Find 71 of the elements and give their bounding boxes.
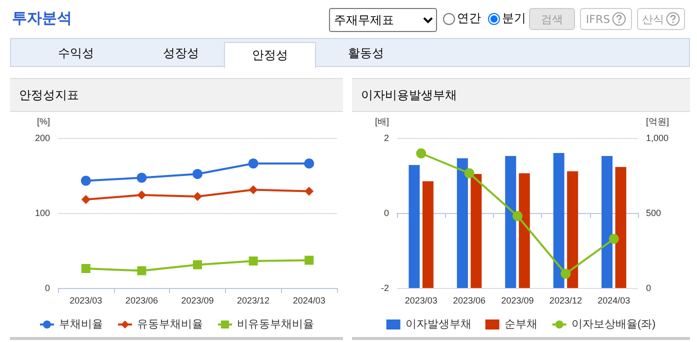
y-tick-label: 0 xyxy=(384,208,389,218)
point xyxy=(304,256,314,265)
legend-label: 비유동부채비율 xyxy=(237,318,314,330)
bar xyxy=(602,156,613,288)
point xyxy=(193,260,202,270)
point xyxy=(248,185,258,194)
y2-tick-label: 0 xyxy=(646,283,652,293)
x-tick-label: 2023/12 xyxy=(237,296,270,306)
point xyxy=(137,190,146,200)
text: 연간 xyxy=(456,10,481,27)
legend-label: 유동부채비율 xyxy=(137,318,203,330)
point xyxy=(560,268,571,279)
y-axis-title: [배] xyxy=(374,116,389,126)
x-tick-label: 2024/03 xyxy=(292,296,326,306)
text: 투자분석 xyxy=(12,9,72,28)
point xyxy=(464,168,474,178)
text: 검색 xyxy=(529,8,575,30)
bar xyxy=(553,153,564,288)
y2-tick-label: 500 xyxy=(646,208,662,218)
text: 주재무제표 xyxy=(329,8,437,32)
bar xyxy=(470,174,482,288)
bar xyxy=(567,171,578,288)
y-tick-label: -2 xyxy=(380,283,389,293)
y-axis-title: [%] xyxy=(36,116,50,126)
y-tick-label: 100 xyxy=(34,208,50,218)
chart-title: 안정성지표 xyxy=(10,79,343,112)
point xyxy=(304,158,314,168)
point xyxy=(512,211,522,221)
x-tick-label: 2023/03 xyxy=(70,296,102,306)
legend-label: 이자발생부채 xyxy=(405,318,472,330)
point xyxy=(193,192,202,201)
point xyxy=(81,264,90,273)
y2-axis-title: [억원] xyxy=(646,116,670,126)
bar xyxy=(456,158,468,288)
y-tick-label: 2 xyxy=(384,133,389,143)
text: IFRS xyxy=(586,12,610,26)
point xyxy=(416,148,426,158)
y-tick-label: 0 xyxy=(44,283,50,293)
text: 분기 xyxy=(501,10,526,27)
point xyxy=(304,186,314,196)
point xyxy=(137,266,146,276)
point xyxy=(248,158,258,168)
text: 성장성 xyxy=(162,44,200,62)
bar xyxy=(615,166,626,288)
y-tick-label: 200 xyxy=(34,133,50,143)
x-tick-label: 2023/03 xyxy=(404,296,438,306)
text: 안정성 xyxy=(224,42,316,68)
chart-title: 이자비용발생부채 xyxy=(352,79,690,112)
bar xyxy=(505,156,516,288)
point xyxy=(608,234,619,244)
bar xyxy=(408,165,420,288)
bar xyxy=(518,173,530,288)
x-tick-label: 2023/06 xyxy=(125,296,158,306)
point xyxy=(248,256,258,266)
point xyxy=(80,176,91,186)
point xyxy=(81,195,90,204)
legend-label: 부채비율 xyxy=(59,318,103,330)
text: 활동성 xyxy=(347,44,385,62)
text: 수익성 xyxy=(57,44,95,62)
y2-tick-label: 1,000 xyxy=(646,133,669,143)
bar xyxy=(422,181,434,288)
x-tick-label: 2024/03 xyxy=(598,296,630,306)
x-tick-label: 2023/09 xyxy=(181,296,214,306)
legend-label: 이자보상배율(좌) xyxy=(571,318,656,330)
legend-label: 순부채 xyxy=(504,318,538,330)
point xyxy=(192,169,202,179)
text: 산식 xyxy=(642,12,664,26)
x-tick-label: 2023/06 xyxy=(453,296,486,306)
x-tick-label: 2023/09 xyxy=(501,296,534,306)
x-tick-label: 2023/12 xyxy=(549,296,582,306)
point xyxy=(136,172,147,183)
